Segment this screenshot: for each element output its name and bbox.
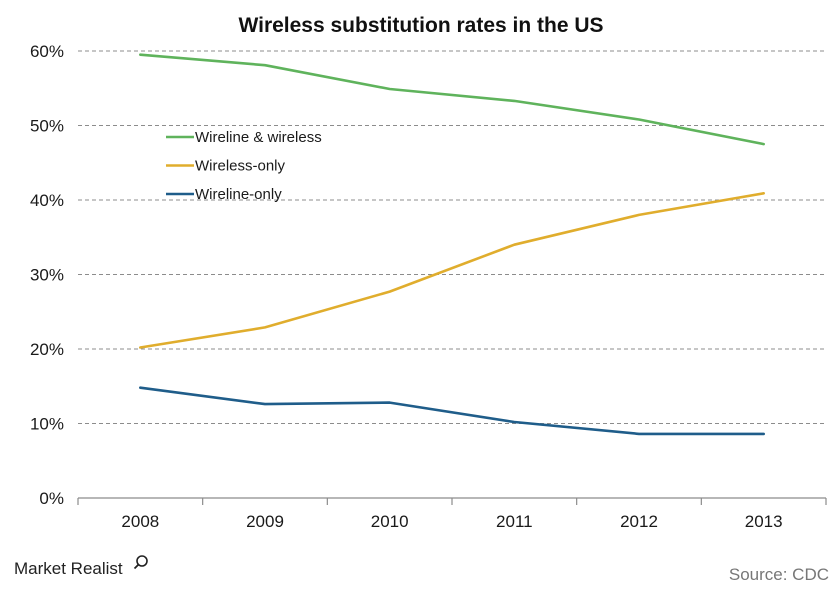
legend-label: Wireless-only <box>195 158 286 175</box>
series-lines <box>139 53 766 436</box>
source-note: Source: CDC <box>729 565 829 584</box>
legend-label: Wireline & wireless <box>195 129 322 146</box>
y-tick-label: 20% <box>30 340 64 359</box>
chart-title: Wireless substitution rates in the US <box>238 14 603 37</box>
y-tick-label: 30% <box>30 266 64 285</box>
legend-label: Wireline-only <box>195 186 282 203</box>
logo-text: Market Realist <box>14 559 123 578</box>
x-axis: 2008 2009 2010 2011 2012 2013 <box>77 497 827 531</box>
x-tick-label: 2009 <box>246 512 284 531</box>
x-tick-label: 2012 <box>620 512 658 531</box>
series-line <box>139 53 766 146</box>
x-tick-label: 2013 <box>745 512 783 531</box>
x-tick-label: 2011 <box>496 512 533 531</box>
x-tick-label: 2010 <box>371 512 409 531</box>
magnifier-icon <box>133 555 148 570</box>
y-tick-label: 60% <box>30 42 64 61</box>
series-line <box>139 192 766 349</box>
y-tick-label: 40% <box>30 191 64 210</box>
series-line <box>139 386 766 436</box>
y-tick-label: 0% <box>39 489 64 508</box>
grid <box>78 50 826 424</box>
legend: Wireline & wireless Wireless-only Wireline… <box>166 129 322 203</box>
y-axis: 0% 10% 20% 30% 40% 50% 60% <box>30 42 64 508</box>
y-tick-label: 10% <box>30 415 64 434</box>
x-tick-label: 2008 <box>121 512 159 531</box>
y-tick-label: 50% <box>30 117 64 136</box>
market-realist-logo: Market Realist <box>14 555 148 578</box>
